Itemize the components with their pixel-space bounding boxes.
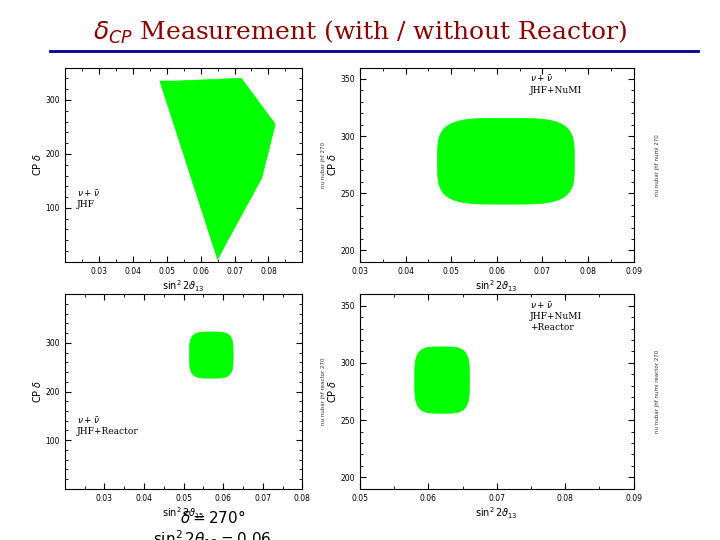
Text: $\nu +\bar{\nu}$
JHF+NuMI
+Reactor: $\nu +\bar{\nu}$ JHF+NuMI +Reactor [530, 300, 582, 332]
Y-axis label: CP $\delta$: CP $\delta$ [30, 153, 42, 177]
X-axis label: $\sin^2 2\vartheta_{15}$: $\sin^2 2\vartheta_{15}$ [162, 505, 205, 521]
X-axis label: $\sin^2 2\vartheta_{13}$: $\sin^2 2\vartheta_{13}$ [162, 279, 205, 294]
Polygon shape [438, 118, 575, 204]
Polygon shape [415, 347, 469, 413]
Text: nu nubar jhf 270: nu nubar jhf 270 [321, 141, 326, 188]
Text: $\delta = 270°$: $\delta = 270°$ [180, 509, 245, 525]
Text: nu nubar jhf numi reactor 270: nu nubar jhf numi reactor 270 [655, 350, 660, 433]
Text: nu nubar jhf reactor 270: nu nubar jhf reactor 270 [321, 357, 326, 426]
Polygon shape [189, 332, 233, 378]
Text: $\sin^2 2\theta_{13}=0.06$: $\sin^2 2\theta_{13}=0.06$ [153, 528, 271, 540]
Polygon shape [160, 78, 275, 259]
X-axis label: $\sin^2 2\vartheta_{13}$: $\sin^2 2\vartheta_{13}$ [475, 279, 518, 294]
Y-axis label: CP $\delta$: CP $\delta$ [325, 380, 338, 403]
X-axis label: $\sin^2 2\vartheta_{13}$: $\sin^2 2\vartheta_{13}$ [475, 505, 518, 521]
Text: $\nu +\bar{\nu}$
JHF+Reactor: $\nu +\bar{\nu}$ JHF+Reactor [77, 415, 138, 436]
Text: $\nu +\bar{\nu}$
JHF: $\nu +\bar{\nu}$ JHF [77, 188, 99, 210]
Text: $\nu +\bar{\nu}$
JHF+NuMI: $\nu +\bar{\nu}$ JHF+NuMI [530, 73, 582, 94]
Text: $\delta_{CP}$ Measurement (with / without Reactor): $\delta_{CP}$ Measurement (with / withou… [93, 19, 627, 46]
Y-axis label: CP $\delta$: CP $\delta$ [30, 380, 42, 403]
Text: nu nubar jhf numi 270: nu nubar jhf numi 270 [655, 134, 660, 195]
Y-axis label: CP $\delta$: CP $\delta$ [325, 153, 338, 177]
